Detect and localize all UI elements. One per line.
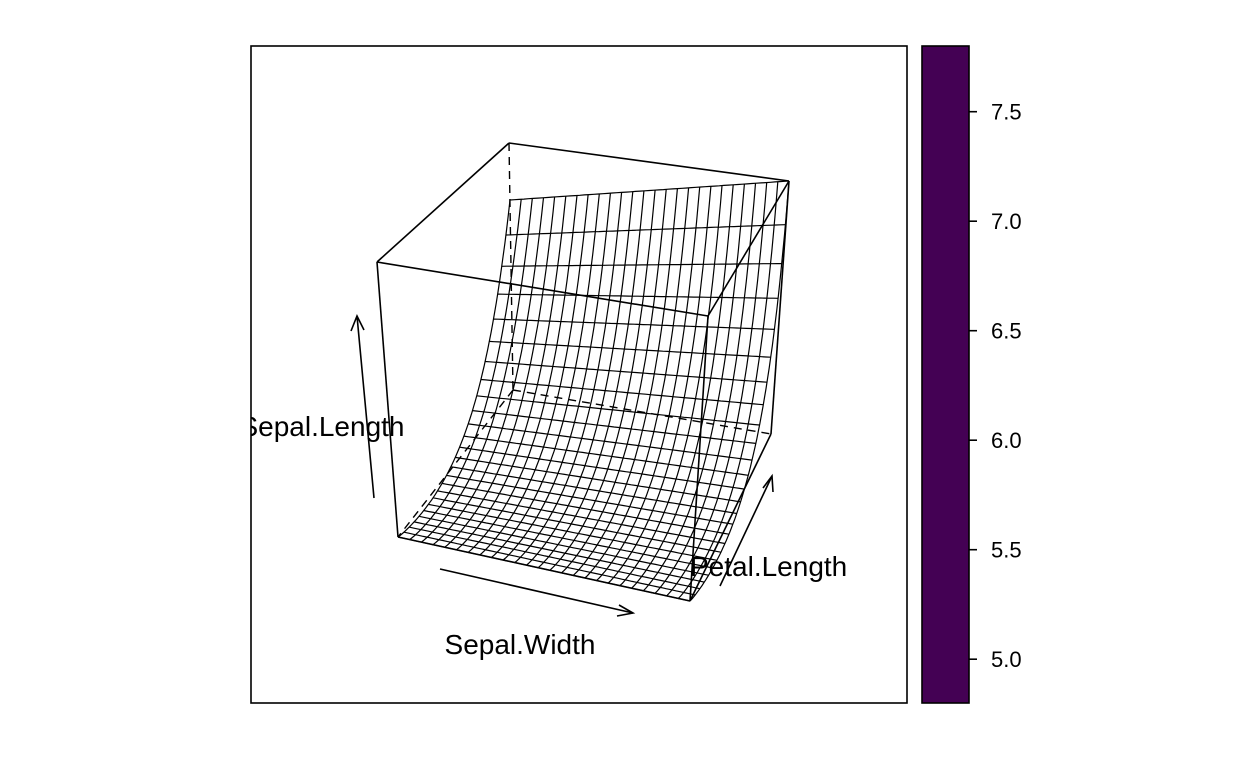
mesh-line-length — [493, 318, 775, 330]
mesh-line-width — [654, 183, 757, 594]
box-edge-top-front — [376, 261, 709, 317]
mesh-line-length — [413, 521, 705, 583]
mesh-line-width — [584, 187, 690, 579]
mesh-line-width — [409, 199, 522, 541]
mesh-line-length — [423, 509, 713, 569]
mesh-line-width — [537, 190, 645, 569]
axis-arrow-x — [439, 568, 636, 617]
mesh-line-length — [497, 293, 779, 299]
mesh-line-length — [408, 526, 701, 590]
mesh-line-length — [505, 224, 786, 236]
mesh-line-length — [455, 456, 741, 503]
mesh-line-width — [421, 198, 533, 543]
colorbar-tick-label: 7.0 — [991, 209, 1022, 234]
mesh-line-length — [418, 515, 709, 576]
mesh-line-length — [472, 410, 756, 444]
mesh-line-length — [480, 378, 764, 406]
colorbar-tick-label: 5.5 — [991, 538, 1022, 563]
mesh-line-length — [501, 263, 782, 267]
colorbar-tick-label: 6.0 — [991, 428, 1022, 453]
mesh-line-width — [456, 196, 567, 551]
mesh-line-length — [441, 482, 729, 535]
mesh-line-width — [666, 182, 768, 597]
mesh-line-width — [397, 199, 511, 538]
mesh-line-width — [526, 191, 634, 566]
box-edge-front-left — [376, 261, 399, 538]
mesh-line-width — [479, 194, 589, 556]
box-edge-bottom-front — [397, 536, 691, 602]
mesh-line-length — [468, 423, 753, 461]
mesh-line-length — [463, 435, 749, 476]
colorbar-tick-label: 6.5 — [991, 319, 1022, 344]
mesh-line-length — [446, 474, 733, 525]
mesh-line-width — [561, 189, 667, 574]
colorbar-tick-label: 7.5 — [991, 100, 1022, 125]
box-visible-edges — [376, 142, 790, 602]
mesh-line-length — [437, 490, 726, 545]
mesh-line-width — [514, 192, 623, 564]
mesh-line-width — [502, 193, 611, 561]
colorbar — [921, 45, 970, 704]
x-axis-label: Sepal.Width — [445, 629, 596, 660]
box-edge-back-right — [770, 180, 790, 435]
box-edge-front-right — [689, 315, 709, 602]
mesh-line-width — [549, 190, 656, 571]
mesh-line-length — [432, 497, 722, 553]
mesh-line-length — [403, 531, 696, 596]
colorbar-ticks: 5.0 5.5 6.0 6.5 7.0 7.5 — [969, 100, 1022, 672]
axis-arrow-y — [719, 473, 774, 587]
z-axis-label: Sepal.Length — [239, 411, 404, 442]
axis-arrow-z — [350, 314, 375, 499]
mesh-line-length — [428, 503, 718, 561]
mesh-line-width — [432, 197, 545, 546]
mesh-line-length — [489, 340, 771, 358]
mesh-line-length — [485, 360, 768, 383]
box-edge-top-right — [707, 180, 790, 317]
mesh-line-width — [572, 188, 678, 576]
hidden-edge-floor-back — [512, 389, 772, 435]
plot-panel-frame — [250, 45, 908, 704]
mesh-line-width — [689, 180, 790, 602]
box-hidden-edges — [397, 142, 772, 538]
mesh-line-width — [677, 181, 779, 599]
mesh-line-width — [596, 187, 701, 581]
mesh-line-width — [631, 184, 734, 589]
hidden-edge-floor-left — [397, 389, 514, 538]
box-edge-top-back — [508, 142, 790, 182]
mesh-line-length — [509, 180, 790, 201]
mesh-line-length — [450, 466, 737, 515]
mesh-line-length — [476, 395, 760, 426]
box-edge-top-left — [376, 142, 510, 263]
mesh-line-width — [607, 186, 712, 584]
mesh-line-width — [444, 196, 556, 548]
y-axis-label: Petal.Length — [690, 551, 847, 582]
box-edge-bottom-right — [689, 433, 772, 602]
mesh-line-width — [467, 195, 578, 553]
mesh-line-width — [491, 193, 600, 558]
colorbar-tick-label: 5.0 — [991, 647, 1022, 672]
